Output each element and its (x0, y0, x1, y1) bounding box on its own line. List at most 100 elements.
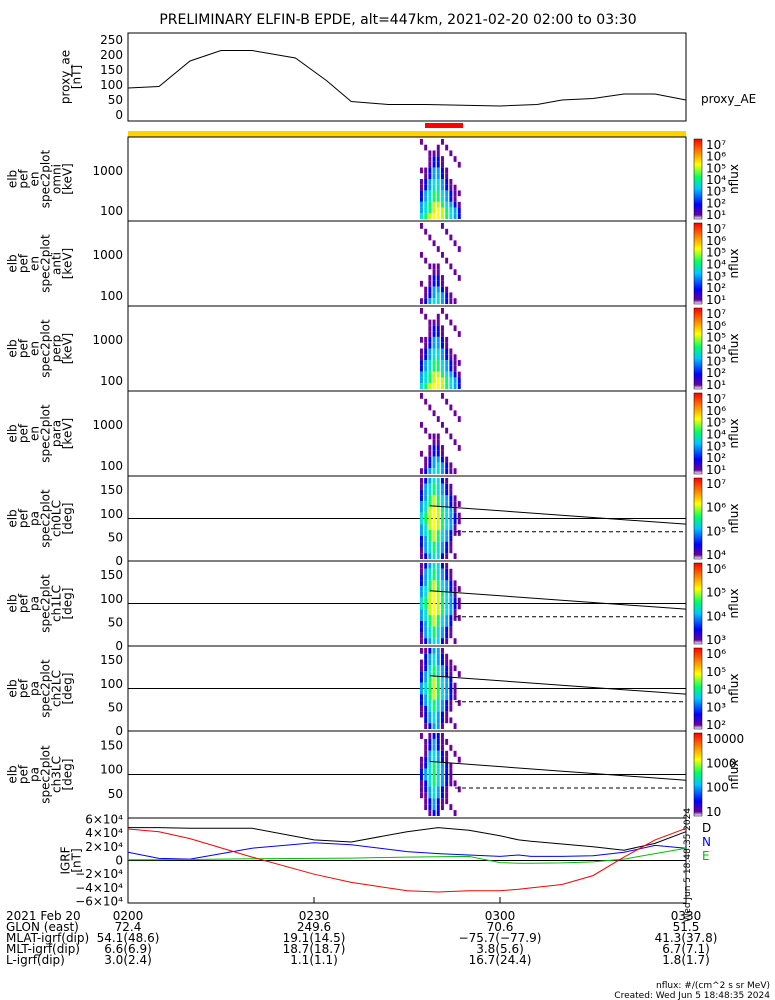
ch3LC-cell (445, 762, 449, 769)
ch0LC-cell (445, 489, 449, 496)
ch2LC-cell (457, 671, 461, 677)
ch1LC-cell (441, 609, 444, 616)
proxy-ae-legend: proxy_AE (701, 92, 756, 106)
ch2LC-cbar-tick: 10⁵ (706, 665, 726, 679)
ch1LC-cell (432, 597, 436, 604)
omni-cbar-tick: 10⁴ (706, 173, 726, 187)
ch1LC-cell (432, 615, 436, 621)
anti-cell (445, 298, 449, 304)
ch1LC-cell (432, 632, 436, 639)
para-cell (420, 450, 423, 457)
ch0LC-cell (424, 530, 428, 536)
ch3LC-cell (453, 750, 457, 757)
ch0LC-cell (424, 506, 428, 513)
ch1LC-cell (445, 563, 449, 569)
omni-cell (453, 213, 457, 219)
ch3LC-cell (432, 774, 436, 781)
omni-cell (436, 207, 440, 214)
ch1LC-cell (441, 626, 444, 633)
perp-cell (453, 360, 457, 366)
omni-cell (441, 161, 444, 168)
ch1LC-cell (428, 591, 432, 598)
ch2LC-cell (424, 653, 428, 660)
anti-cell (441, 251, 444, 258)
omni-cell (424, 196, 428, 202)
omni-cell (432, 184, 436, 191)
ch0LC-ytick: 100 (100, 507, 123, 521)
omni-cell (428, 213, 432, 219)
ch3LC-cell (445, 786, 449, 793)
perp-frame (127, 305, 687, 392)
ch3LC-ylabel: elb (6, 765, 20, 783)
ch0LC-cell (424, 547, 428, 554)
ch3LC-cell (436, 792, 440, 799)
omni-cell (453, 190, 457, 197)
ch1LC-cell (441, 638, 444, 644)
ch0LC-cell (449, 541, 453, 548)
ephemeris-row-label: MLT-igrf(dip) (6, 942, 80, 956)
ephemeris-value: 6.7(7.1) (662, 942, 710, 956)
ch0LC-cell (432, 506, 436, 513)
ch1LC-cell (449, 615, 453, 621)
ch0LC-cell (445, 518, 449, 525)
ch0LC-cell (420, 483, 423, 490)
perp-cell (445, 313, 449, 320)
perp-ylabel: [keV] (61, 333, 75, 364)
omni-cell (424, 190, 428, 197)
ch0LC-cell (424, 553, 428, 559)
ch1LC-cell (441, 586, 444, 592)
ch1LC-cell (428, 568, 432, 575)
igrf-series-D (128, 827, 687, 851)
ch2LC-cell (436, 705, 440, 712)
perp-cell (420, 348, 423, 355)
ch3LC-ylabel: [deg] (61, 759, 75, 791)
ch3LC-cell (436, 756, 440, 763)
ch0LC-cell (428, 524, 432, 531)
ch1LC-cell (436, 609, 440, 616)
perp-ylabel: perp (50, 335, 64, 363)
ch3LC-colorbar (693, 732, 703, 817)
anti-cell (424, 228, 428, 235)
anti-cell (457, 246, 461, 252)
ch1LC-cell (445, 597, 449, 604)
ch2LC-cell (445, 694, 449, 701)
ch1LC-ytick: 100 (100, 592, 123, 606)
omni-cell (445, 190, 449, 197)
omni-cell (424, 179, 428, 185)
omni-cell (428, 167, 432, 174)
igrf-legend-N: N (702, 835, 711, 849)
ch0LC-spectrogram (420, 478, 461, 559)
ch3LC-cell (424, 762, 428, 769)
ch1LC-cell (441, 597, 444, 604)
ch1LC-cell (453, 591, 457, 598)
ch1LC-cell (424, 580, 428, 587)
ch0LC-cell (428, 483, 432, 490)
ch3LC-cell (420, 792, 423, 799)
omni-cell (445, 179, 449, 185)
ch3LC-cell (449, 780, 453, 787)
ch2LC-ylabel: pef (17, 678, 31, 698)
omni-cell (436, 196, 440, 202)
ch3LC-cell (441, 762, 444, 769)
ch2LC-cell (449, 665, 453, 672)
para-cell (432, 433, 436, 440)
ch2LC-cell (424, 717, 428, 724)
ch3LC-ytick: 100 (100, 763, 123, 777)
ch1LC-cbar-label: nflux (727, 589, 741, 619)
para-cell (432, 450, 436, 457)
ch1LC-cell (428, 580, 432, 587)
ch0LC-cell (436, 541, 440, 548)
ch3LC-cell (424, 792, 428, 799)
omni-cell (441, 201, 444, 208)
ch0LC-cell (424, 512, 428, 519)
ch3LC-cbar-tick: 10000 (706, 732, 744, 746)
ch3LC-cell (436, 804, 440, 811)
ch2LC-cell (424, 711, 428, 718)
ch1LC-cbar-tick: 10⁵ (706, 586, 726, 600)
ch0LC-cell (432, 489, 436, 496)
ch2LC-cell (432, 700, 436, 706)
omni-cell (441, 179, 444, 185)
anti-cell (436, 280, 440, 287)
ch1LC-cell (420, 586, 423, 592)
